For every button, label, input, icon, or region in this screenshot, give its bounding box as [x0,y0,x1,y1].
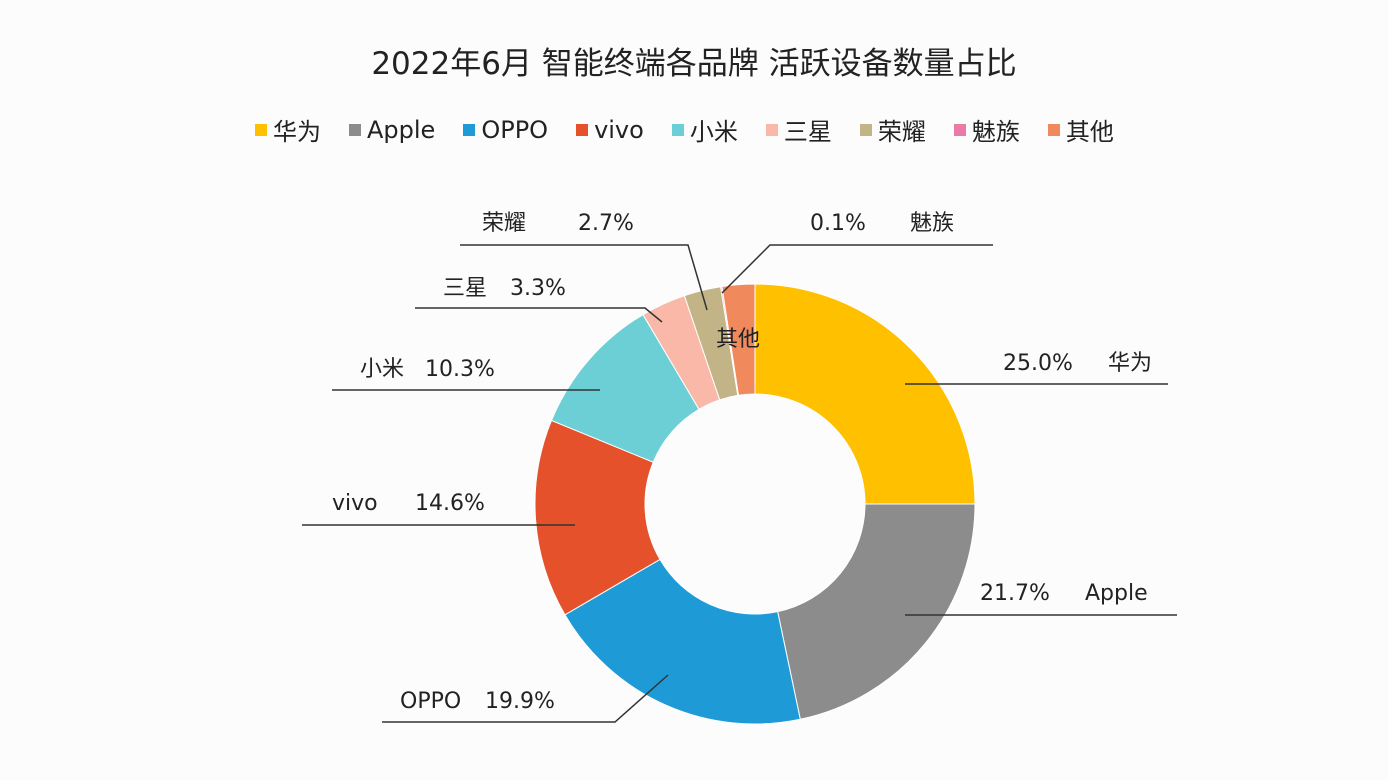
legend-label: vivo [594,115,644,144]
slice-OPPO [564,558,801,725]
legend-label: 魅族 [971,118,1020,146]
legend-label: 三星 [783,118,832,146]
data-label-name: 华为 [1108,351,1152,376]
data-label-value: 14.6% [415,491,485,516]
data-label-value: 3.3% [510,276,566,301]
legend-item: 华为 [255,112,321,147]
legend-item: vivo [576,112,644,147]
legend-label: 荣耀 [877,118,926,146]
data-label-name: OPPO [400,689,461,714]
legend-label: OPPO [481,115,549,144]
legend-item: Apple [349,112,435,147]
data-label-name: Apple [1085,581,1148,606]
legend-swatch [255,123,267,136]
data-label-name: 荣耀 [482,211,526,236]
data-label-value: 25.0% [1003,351,1073,376]
legend-item: 魅族 [953,112,1020,147]
data-label-value: 10.3% [425,357,495,382]
slice-Apple [777,503,976,720]
legend-item: OPPO [463,112,548,147]
legend-item: 小米 [671,112,738,147]
data-label-value: 2.7% [578,211,634,236]
data-label-name: 三星 [443,276,487,301]
legend-label: 其他 [1065,118,1114,146]
leader-line [382,674,669,723]
leader-line [415,307,663,323]
data-label-value: 0.1% [810,211,866,236]
legend-swatch [953,123,966,136]
data-label-name: 魅族 [910,211,954,236]
legend: 华为 Apple OPPO vivo 小米 三星 荣耀 魅族 其他 [255,112,1142,147]
leader-line [460,244,708,311]
data-label-name: 小米 [360,357,404,382]
data-label-name: 其他 [716,327,760,352]
data-label-value: 21.7% [980,581,1050,606]
legend-label: 华为 [273,118,321,146]
legend-swatch [765,123,778,136]
slice-其他 [721,283,756,396]
leader-line [721,244,993,294]
chart-title: 2022年6月 智能终端各品牌 活跃设备数量占比 [371,46,1017,82]
legend-label: Apple [367,115,436,144]
legend-item: 其他 [1047,112,1114,147]
legend-swatch [1047,123,1060,136]
legend-swatch [576,123,589,136]
slice-华为 [754,283,976,505]
data-label-value: 19.9% [485,689,555,714]
legend-item: 三星 [765,112,832,147]
legend-swatch [349,123,361,136]
legend-swatch [671,123,684,136]
legend-item: 荣耀 [859,112,926,147]
data-label-name: vivo [332,491,378,516]
legend-swatch [859,123,872,136]
legend-label: 小米 [689,118,738,146]
slice-vivo [534,419,661,616]
legend-swatch [463,123,476,136]
